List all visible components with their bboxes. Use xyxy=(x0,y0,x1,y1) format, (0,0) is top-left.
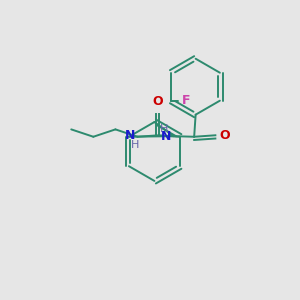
Text: N: N xyxy=(161,130,171,143)
Text: H: H xyxy=(160,124,168,134)
Text: F: F xyxy=(182,94,190,107)
Text: H: H xyxy=(131,140,139,150)
Text: N: N xyxy=(125,129,135,142)
Text: O: O xyxy=(152,94,163,108)
Text: O: O xyxy=(220,129,230,142)
